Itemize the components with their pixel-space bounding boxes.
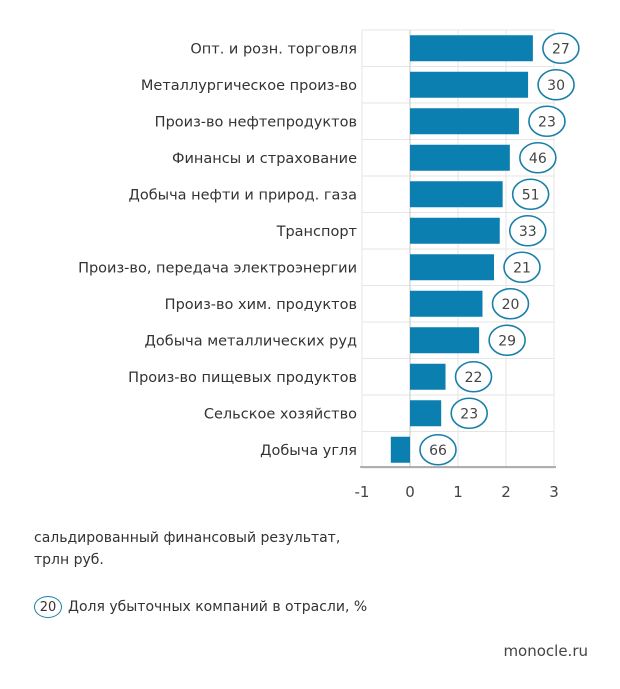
loss-share-circle [450, 397, 489, 430]
category-label: Добыча нефти и природ. газа [129, 187, 358, 203]
x-tick-label: 1 [453, 483, 463, 501]
loss-share-circle [542, 32, 580, 65]
bar [410, 363, 446, 390]
bar [410, 181, 503, 208]
category-label: Добыча угля [260, 443, 357, 459]
loss-share-circle [528, 105, 566, 138]
category-label: Произ-во, передача электроэнергии [78, 260, 357, 276]
loss-share-label: 23 [460, 406, 478, 422]
source-label: monocle.ru [503, 642, 588, 660]
bar [410, 327, 480, 354]
loss-share-label: 22 [465, 370, 483, 386]
loss-share-label: 46 [529, 151, 547, 167]
loss-share-circle [537, 68, 575, 101]
category-label: Сельское хозяйство [204, 406, 357, 422]
x-tick-label: 2 [501, 483, 511, 501]
category-label: Произ-во пищевых продуктов [128, 370, 357, 386]
loss-share-label: 23 [538, 114, 556, 130]
bar [410, 400, 442, 427]
loss-share-label: 51 [522, 187, 540, 203]
category-label: Металлургическое произ-во [141, 78, 357, 94]
x-tick-label: 3 [549, 483, 559, 501]
loss-share-circle [508, 214, 547, 247]
loss-share-label: 33 [519, 224, 537, 240]
loss-share-label: 20 [502, 297, 520, 313]
category-label: Опт. и розн. торговля [190, 41, 357, 57]
bar [410, 35, 533, 62]
category-label: Добыча металлических руд [145, 333, 357, 349]
category-label: Финансы и страхование [172, 151, 357, 167]
x-tick-label: -1 [355, 483, 370, 501]
loss-share-label: 27 [552, 41, 570, 57]
legend: 20 Доля убыточных компаний в отрасли, % [34, 596, 367, 618]
bar [410, 217, 500, 244]
bar [410, 71, 529, 98]
legend-label: Доля убыточных компаний в отрасли, % [68, 599, 368, 615]
category-label: Произ-во хим. продуктов [165, 297, 357, 313]
loss-share-label: 66 [429, 443, 447, 459]
loss-share-circle [519, 141, 557, 174]
loss-share-circle [491, 287, 530, 320]
loss-share-label: 30 [547, 78, 565, 94]
legend-circle-sample: 20 [34, 596, 62, 618]
loss-share-circle [488, 324, 526, 357]
bar [390, 436, 410, 463]
bar [410, 254, 494, 281]
loss-share-circle [419, 433, 457, 466]
category-label: Произ-во нефтепродуктов [155, 114, 357, 130]
bar [410, 144, 510, 171]
bar [410, 290, 483, 317]
loss-share-label: 29 [498, 333, 516, 349]
x-tick-label: 0 [405, 483, 415, 501]
loss-share-label: 21 [513, 260, 531, 276]
loss-share-circle [503, 251, 541, 284]
x-axis-label-line1: сальдированный финансовый результат, [34, 530, 341, 546]
x-axis-label-line2: трлн руб. [34, 552, 104, 568]
loss-share-circle [454, 360, 493, 393]
loss-share-circle [511, 178, 550, 211]
category-label: Транспорт [276, 224, 358, 240]
bar [410, 108, 519, 135]
